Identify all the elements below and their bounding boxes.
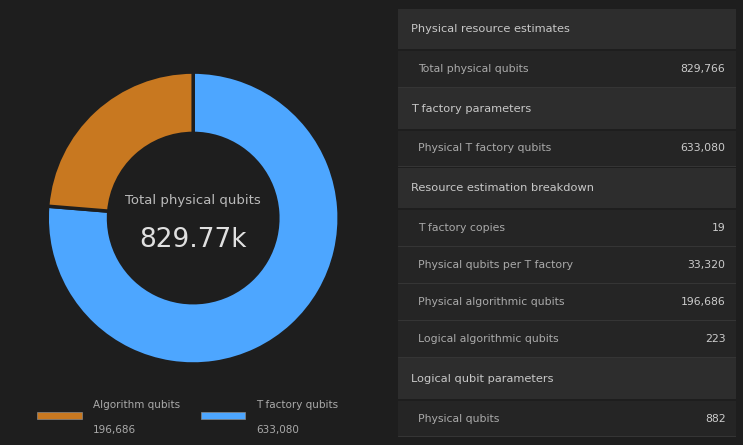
Text: Logical algorithmic qubits: Logical algorithmic qubits bbox=[418, 334, 559, 344]
Text: 829,766: 829,766 bbox=[681, 64, 725, 74]
FancyBboxPatch shape bbox=[398, 401, 736, 436]
Text: Physical qubits: Physical qubits bbox=[418, 413, 499, 424]
Text: 196,686: 196,686 bbox=[93, 425, 136, 435]
FancyBboxPatch shape bbox=[398, 51, 736, 86]
Text: T factory parameters: T factory parameters bbox=[411, 104, 531, 113]
Text: 882: 882 bbox=[705, 413, 725, 424]
Text: Algorithm qubits: Algorithm qubits bbox=[93, 400, 180, 410]
Text: Resource estimation breakdown: Resource estimation breakdown bbox=[411, 183, 594, 193]
FancyBboxPatch shape bbox=[398, 131, 736, 166]
Text: 33,320: 33,320 bbox=[687, 260, 725, 270]
FancyBboxPatch shape bbox=[37, 413, 82, 419]
Text: Physical T factory qubits: Physical T factory qubits bbox=[418, 143, 551, 154]
FancyBboxPatch shape bbox=[398, 284, 736, 320]
Text: Total physical qubits: Total physical qubits bbox=[418, 64, 528, 74]
FancyBboxPatch shape bbox=[398, 210, 736, 246]
FancyBboxPatch shape bbox=[398, 247, 736, 283]
Text: T factory copies: T factory copies bbox=[418, 223, 504, 233]
Text: Physical qubits per T factory: Physical qubits per T factory bbox=[418, 260, 573, 270]
Text: Physical algorithmic qubits: Physical algorithmic qubits bbox=[418, 297, 564, 307]
FancyBboxPatch shape bbox=[398, 168, 736, 209]
FancyBboxPatch shape bbox=[398, 359, 736, 399]
Text: Logical qubit parameters: Logical qubit parameters bbox=[411, 374, 554, 384]
Text: 633,080: 633,080 bbox=[681, 143, 725, 154]
Text: Total physical qubits: Total physical qubits bbox=[126, 194, 261, 207]
Text: Physical resource estimates: Physical resource estimates bbox=[411, 24, 570, 34]
Wedge shape bbox=[48, 72, 193, 211]
Text: T factory qubits: T factory qubits bbox=[256, 400, 339, 410]
Text: 223: 223 bbox=[705, 334, 725, 344]
FancyBboxPatch shape bbox=[398, 9, 736, 49]
Text: 19: 19 bbox=[712, 223, 725, 233]
Text: 633,080: 633,080 bbox=[256, 425, 299, 435]
Text: 196,686: 196,686 bbox=[681, 297, 725, 307]
FancyBboxPatch shape bbox=[398, 321, 736, 357]
FancyBboxPatch shape bbox=[398, 88, 736, 129]
FancyBboxPatch shape bbox=[201, 413, 245, 419]
Text: 829.77k: 829.77k bbox=[140, 227, 247, 253]
Wedge shape bbox=[48, 72, 339, 364]
